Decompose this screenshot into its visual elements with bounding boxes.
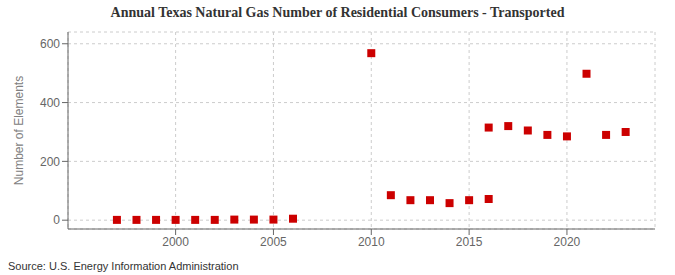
html-text:Annual Texas Natural Gas Numbe: Annual Texas Natural Gas Number of Resid… <box>110 5 565 20</box>
svg-text:2000: 2000 <box>162 235 189 249</box>
svg-text:2005: 2005 <box>260 235 287 249</box>
svg-text:2015: 2015 <box>456 235 483 249</box>
svg-text:400: 400 <box>40 96 60 110</box>
svg-text:0: 0 <box>53 213 60 227</box>
svg-text:2020: 2020 <box>554 235 581 249</box>
svg-text:Number of Elements: Number of Elements <box>12 76 26 185</box>
html-text:Source: U.S. Energy Informatio: Source: U.S. Energy Information Administ… <box>8 260 239 272</box>
svg-text:600: 600 <box>40 37 60 51</box>
svg-text:2010: 2010 <box>358 235 385 249</box>
svg-text:200: 200 <box>40 155 60 169</box>
